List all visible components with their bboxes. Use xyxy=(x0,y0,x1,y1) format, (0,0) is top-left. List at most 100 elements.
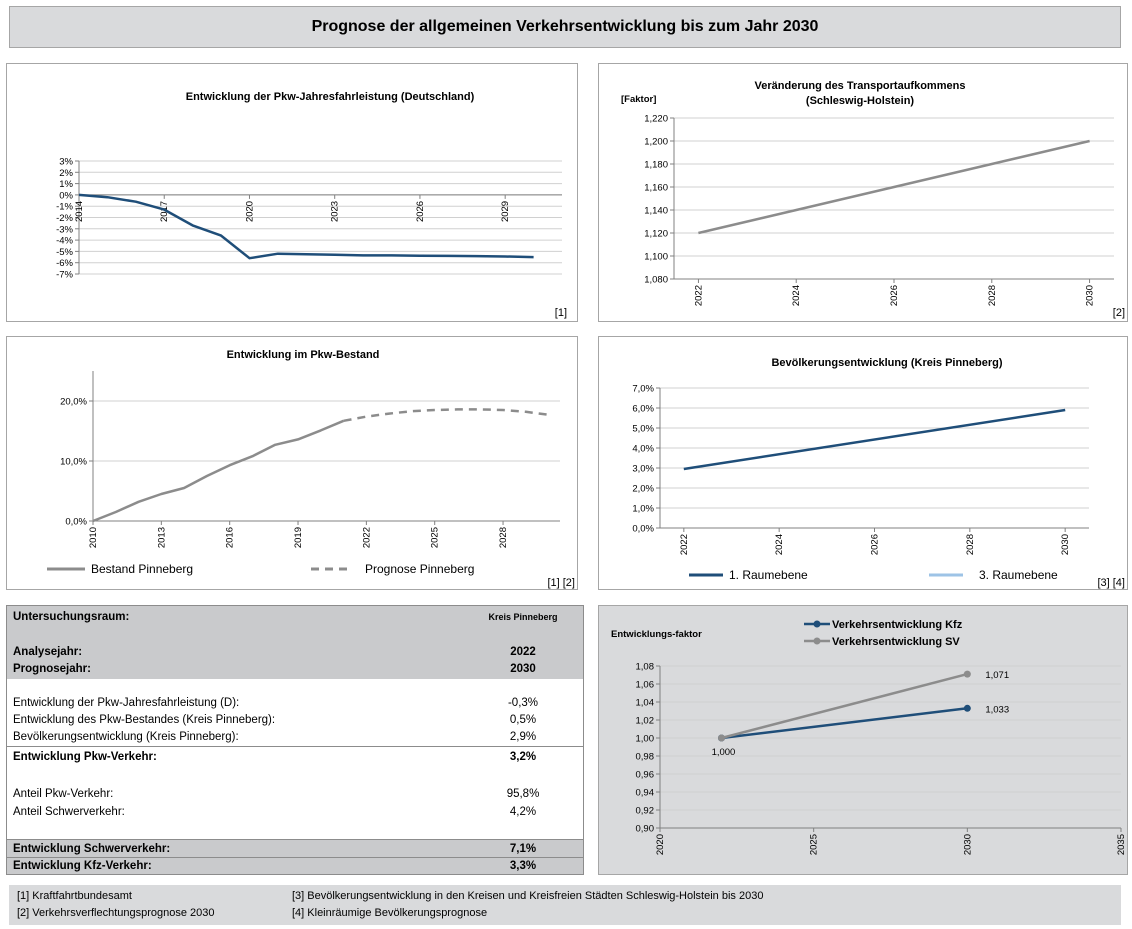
y-tick-label: 7,0% xyxy=(632,384,654,395)
chart-bevoelkerung-panel: Bevölkerungsentwicklung (Kreis Pinneberg… xyxy=(598,336,1128,590)
source-ref: [1] xyxy=(555,307,567,319)
series-line-1 xyxy=(343,408,549,423)
label: Anteil Schwerverkehr: xyxy=(13,806,125,818)
y-tick-label: 1,02 xyxy=(636,716,655,727)
value: 7,1% xyxy=(509,843,537,855)
value: Kreis Pinneberg xyxy=(488,612,558,622)
series-line-0 xyxy=(683,408,1066,471)
y-tick-label: 1,120 xyxy=(644,229,668,240)
chart-title: Entwicklung im Pkw-Bestand xyxy=(227,349,380,361)
x-tick-label: 2024 xyxy=(774,534,785,555)
y-tick-label: 1,180 xyxy=(644,160,668,171)
y-tick-label: 1,08 xyxy=(636,662,655,673)
chart-bevoelkerung: Bevölkerungsentwicklung (Kreis Pinneberg… xyxy=(632,357,1125,589)
x-tick-label: 2020 xyxy=(655,834,666,855)
divider xyxy=(7,746,583,747)
value: 2,9% xyxy=(509,731,537,743)
data-point xyxy=(717,734,725,742)
series-line-0 xyxy=(698,139,1090,235)
value: 4,2% xyxy=(509,806,537,818)
x-tick-label: 2016 xyxy=(225,527,236,548)
y-tick-label: 2,0% xyxy=(632,484,654,495)
y-tick-label: 0% xyxy=(59,190,73,201)
value: 2030 xyxy=(510,663,536,675)
x-tick-label: 2022 xyxy=(679,534,690,555)
x-tick-label: 2028 xyxy=(965,534,976,555)
source-ref: [3] [4] xyxy=(1097,577,1125,589)
row-schwerverkehr: Entwicklung Schwerverkehr: 7,1% xyxy=(7,841,583,857)
x-tick-label: 2030 xyxy=(962,834,973,855)
y-tick-label: 1,160 xyxy=(644,183,668,194)
label: Analysejahr: xyxy=(13,646,83,658)
legend-label-raumebene-3: 3. Raumebene xyxy=(979,568,1058,582)
footer-sources: [1] Kraftfahrtbundesamt [2] Verkehrsverf… xyxy=(9,885,1121,925)
row-pkw-fahrleistung: Entwicklung der Pkw-Jahresfahrleistung (… xyxy=(7,695,583,711)
y-tick-label: -5% xyxy=(56,247,73,258)
summary-table: Untersuchungsraum: Kreis Pinneberg Analy… xyxy=(6,605,584,875)
x-tick-label: 2019 xyxy=(293,527,304,548)
y-tick-label: 3,0% xyxy=(632,464,654,475)
series-line-0 xyxy=(92,419,345,523)
y-tick-label: 1% xyxy=(59,179,73,190)
x-tick-label: 2026 xyxy=(415,201,426,222)
chart-entwicklungsfaktor-panel: Entwicklungs-faktor Verkehrsentwicklung … xyxy=(598,605,1128,875)
chart-transportaufkommen-panel: Veränderung des Transportaufkommens (Sch… xyxy=(598,63,1128,322)
chart-title: Bevölkerungsentwicklung (Kreis Pinneberg… xyxy=(771,357,1002,369)
x-tick-label: 2028 xyxy=(987,285,998,306)
x-tick-label: 2025 xyxy=(430,527,441,548)
row-anteil-pkw: Anteil Pkw-Verkehr: 95,8% xyxy=(7,786,583,802)
chart-transportaufkommen: Veränderung des Transportaufkommens (Sch… xyxy=(621,80,1125,319)
legend-label-bestand: Bestand Pinneberg xyxy=(91,562,193,576)
y-tick-label: -6% xyxy=(56,258,73,269)
value: -0,3% xyxy=(507,697,539,709)
chart-pkw-fahrleistung: Entwicklung der Pkw-Jahresfahrleistung (… xyxy=(56,91,567,319)
table-body xyxy=(7,679,583,839)
row-pkw-verkehr: Entwicklung Pkw-Verkehr: 3,2% xyxy=(7,749,583,765)
y-tick-label: 1,200 xyxy=(644,137,668,148)
value: 3,2% xyxy=(509,751,537,763)
label: Anteil Pkw-Verkehr: xyxy=(13,788,114,800)
chart-pkw-bestand-panel: Entwicklung im Pkw-Bestand Bestand Pinne… xyxy=(6,336,578,590)
chart-entwicklungsfaktor: Entwicklungs-faktor Verkehrsentwicklung … xyxy=(611,619,1127,855)
legend-label-kfz: Verkehrsentwicklung Kfz xyxy=(832,619,963,631)
x-tick-label: 2014 xyxy=(74,201,85,222)
x-tick-label: 2022 xyxy=(361,527,372,548)
x-tick-label: 2030 xyxy=(1085,285,1096,306)
series-line-1 xyxy=(721,672,968,740)
x-tick-label: 2026 xyxy=(889,285,900,306)
label: Bevölkerungsentwicklung (Kreis Pinneberg… xyxy=(13,731,239,743)
chart-title: Entwicklung der Pkw-Jahresfahrleistung (… xyxy=(186,91,475,103)
data-label: 1,071 xyxy=(985,670,1009,681)
y-tick-label: 2% xyxy=(59,168,73,179)
x-tick-label: 2035 xyxy=(1116,834,1127,855)
x-tick-label: 2020 xyxy=(244,201,255,222)
label: Untersuchungsraum: xyxy=(13,611,130,623)
x-tick-label: 2013 xyxy=(156,527,167,548)
row-analysejahr: Analysejahr: 2022 xyxy=(7,644,583,660)
source-ref: [2] xyxy=(1113,307,1125,319)
legend-label-prognose: Prognose Pinneberg xyxy=(365,562,474,576)
page-title: Prognose der allgemeinen Verkehrsentwick… xyxy=(9,6,1121,48)
x-tick-label: 2023 xyxy=(330,201,341,222)
y-tick-label: 1,0% xyxy=(632,504,654,515)
label: Entwicklung Pkw-Verkehr: xyxy=(13,751,157,763)
y-tick-label: 0,0% xyxy=(65,517,87,528)
value: 2022 xyxy=(510,646,536,658)
y-tick-label: 4,0% xyxy=(632,444,654,455)
row-untersuchungsraum: Untersuchungsraum: Kreis Pinneberg xyxy=(7,608,583,626)
x-tick-label: 2030 xyxy=(1060,534,1071,555)
x-tick-label: 2029 xyxy=(500,201,511,222)
legend-label-raumebene-1: 1. Raumebene xyxy=(729,568,808,582)
label: Entwicklung Schwerverkehr: xyxy=(13,843,171,855)
row-kfz-verkehr: Entwicklung Kfz-Verkehr: 3,3% xyxy=(7,858,583,874)
legend-marker-kfz xyxy=(813,620,821,628)
x-tick-label: 2025 xyxy=(809,834,820,855)
row-bevoelkerung: Bevölkerungsentwicklung (Kreis Pinneberg… xyxy=(7,729,583,745)
x-tick-label: 2017 xyxy=(159,201,170,222)
y-tick-label: 0,94 xyxy=(636,788,655,799)
y-tick-label: -2% xyxy=(56,213,73,224)
data-label: 1,000 xyxy=(712,747,736,758)
source-2: [2] Verkehrsverflechtungsprognose 2030 xyxy=(17,907,215,919)
y-tick-label: 0,98 xyxy=(636,752,655,763)
series-line-0 xyxy=(721,707,968,740)
